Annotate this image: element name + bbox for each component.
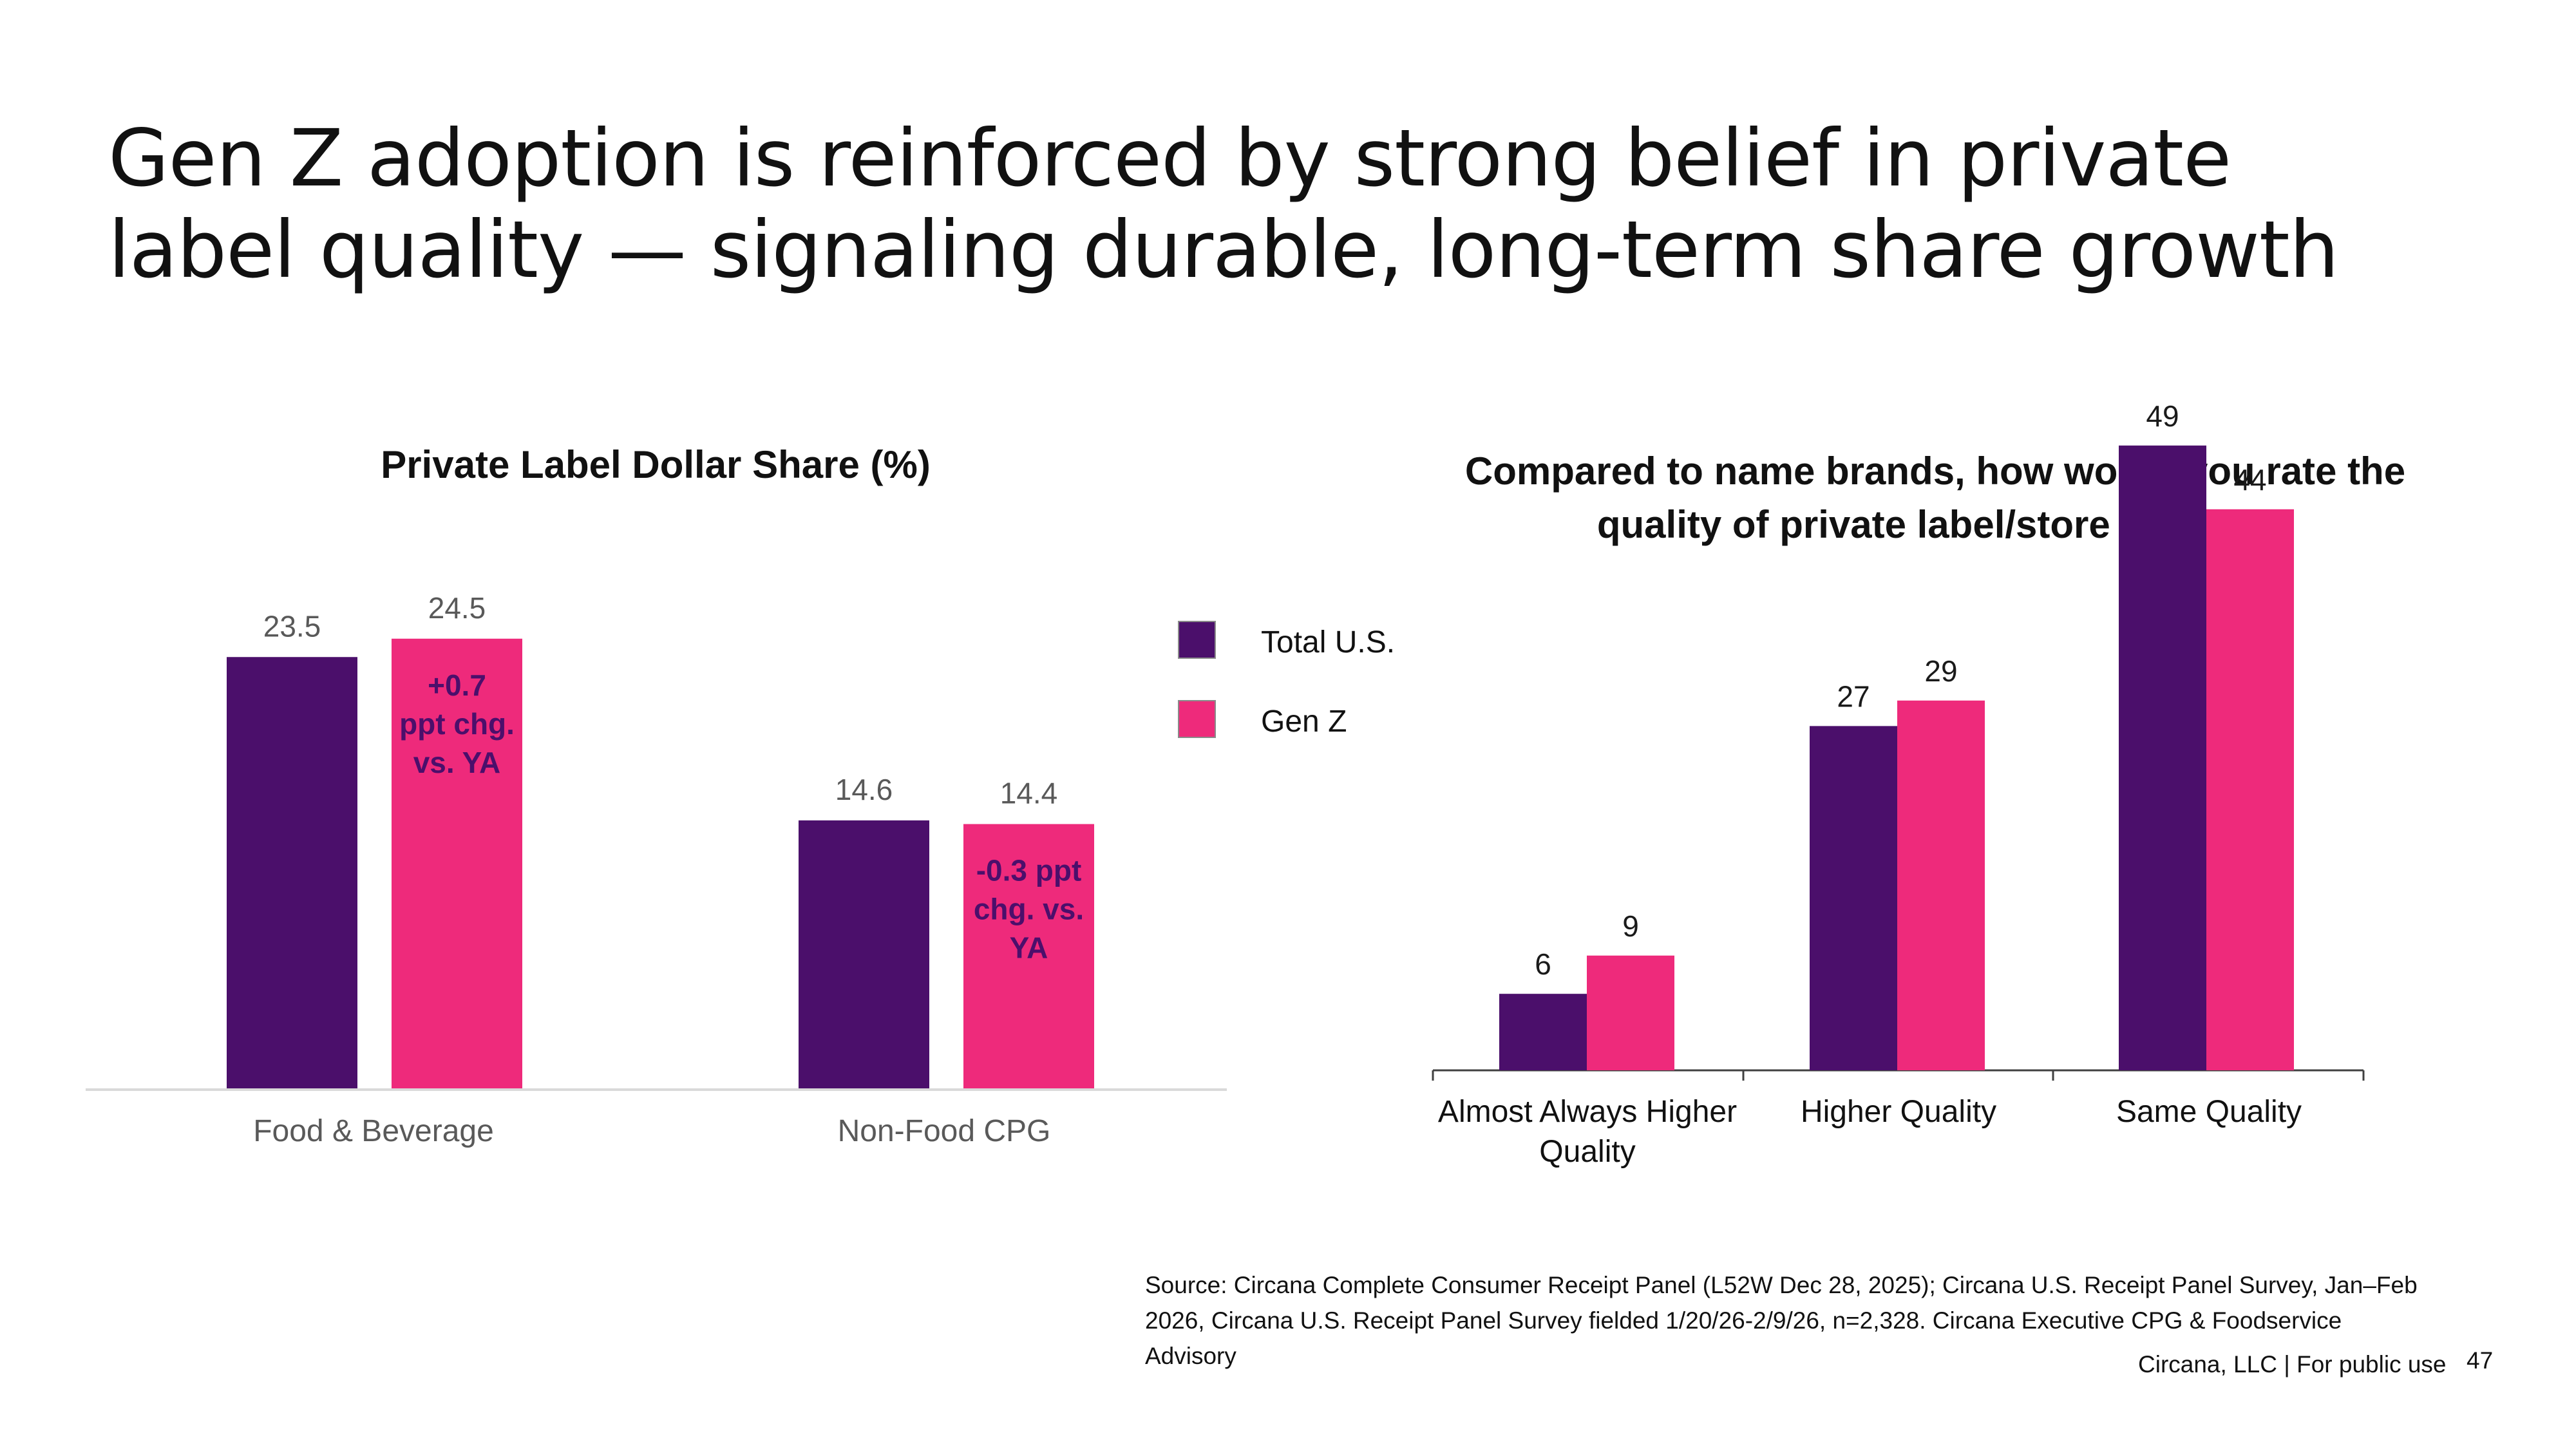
left-chart-title: Private Label Dollar Share (%): [381, 443, 931, 486]
category-label-almost-always-higher-quality-line-2: Quality: [1539, 1135, 1635, 1169]
category-label-non-food-cpg: Non-Food CPG: [838, 1114, 1051, 1148]
annotation-food-beverage-line-2: ppt chg.: [399, 707, 515, 741]
annotation-non-food-cpg-line-3: YA: [1010, 931, 1048, 965]
page-title-line-2: label quality — signaling durable, long-…: [108, 204, 2339, 296]
bar-same-quality-gen-z: [2206, 509, 2294, 1070]
annotation-food-beverage-line-1: +0.7: [428, 668, 486, 702]
bar-same-quality-total-u-s-value: 49: [2146, 399, 2179, 433]
source-note: Source: Circana Complete Consumer Receip…: [1145, 1272, 2418, 1369]
annotation-food-beverage-line-3: vs. YA: [413, 746, 501, 779]
bar-same-quality-gen-z-value: 44: [2233, 463, 2266, 497]
bar-non-food-cpg-total-u-s-value: 14.6: [835, 773, 893, 806]
bar-same-quality-total-u-s: [2119, 445, 2206, 1070]
private-label-share-chart: Private Label Dollar Share (%) 23.5 24.5 +…: [86, 443, 1227, 1148]
category-label-higher-quality-line-1: Higher Quality: [1801, 1095, 1996, 1129]
legend-label-total-us: Total U.S.: [1261, 625, 1395, 659]
category-label-same-quality-line-1: Same Quality: [2116, 1095, 2302, 1129]
page-title: Gen Z adoption is reinforced by strong b…: [108, 113, 2555, 296]
bar-almost-always-higher-quality-gen-z: [1587, 955, 1674, 1070]
bar-higher-quality-total-u-s-value: 27: [1837, 679, 1870, 713]
page-number: 47: [2467, 1347, 2494, 1374]
bar-almost-always-higher-quality-total-u-s-value: 6: [1535, 947, 1551, 981]
bar-non-food-cpg-total-u-s: [799, 820, 929, 1088]
bar-almost-always-higher-quality-total-u-s: [1499, 994, 1587, 1070]
legend-swatch-gen-z: [1178, 700, 1216, 738]
right-chart-title-line-1: Compared to name brands, how would you r…: [1465, 450, 2405, 493]
annotation-non-food-cpg-line-1: -0.3 ppt: [976, 854, 1082, 887]
bar-non-food-cpg-gen-z: [963, 824, 1094, 1088]
bar-food-beverage-total-u-s-value: 23.5: [263, 609, 321, 643]
chart-legend: Total U.S. Gen Z: [1178, 621, 1395, 739]
footer-company: Circana, LLC | For public use: [2138, 1351, 2447, 1378]
annotation-non-food-cpg-line-2: chg. vs.: [974, 893, 1084, 926]
bar-higher-quality-gen-z-value: 29: [1924, 654, 1957, 688]
bar-almost-always-higher-quality-gen-z-value: 9: [1622, 909, 1639, 943]
quality-rating-chart: Compared to name brands, how would you r…: [1432, 399, 2405, 1169]
category-label-food-beverage: Food & Beverage: [253, 1114, 494, 1148]
page-title-line-1: Gen Z adoption is reinforced by strong b…: [108, 113, 2231, 204]
bar-food-beverage-total-u-s: [227, 657, 357, 1088]
bar-non-food-cpg-gen-z-value: 14.4: [1000, 777, 1058, 810]
legend-label-gen-z: Gen Z: [1261, 705, 1347, 739]
bar-food-beverage-gen-z: [392, 638, 522, 1088]
category-label-almost-always-higher-quality-line-1: Almost Always Higher: [1438, 1095, 1737, 1129]
bar-higher-quality-total-u-s: [1810, 726, 1897, 1070]
bar-higher-quality-gen-z: [1897, 700, 1985, 1070]
bar-food-beverage-gen-z-value: 24.5: [428, 591, 486, 625]
legend-swatch-total-us: [1178, 621, 1216, 659]
